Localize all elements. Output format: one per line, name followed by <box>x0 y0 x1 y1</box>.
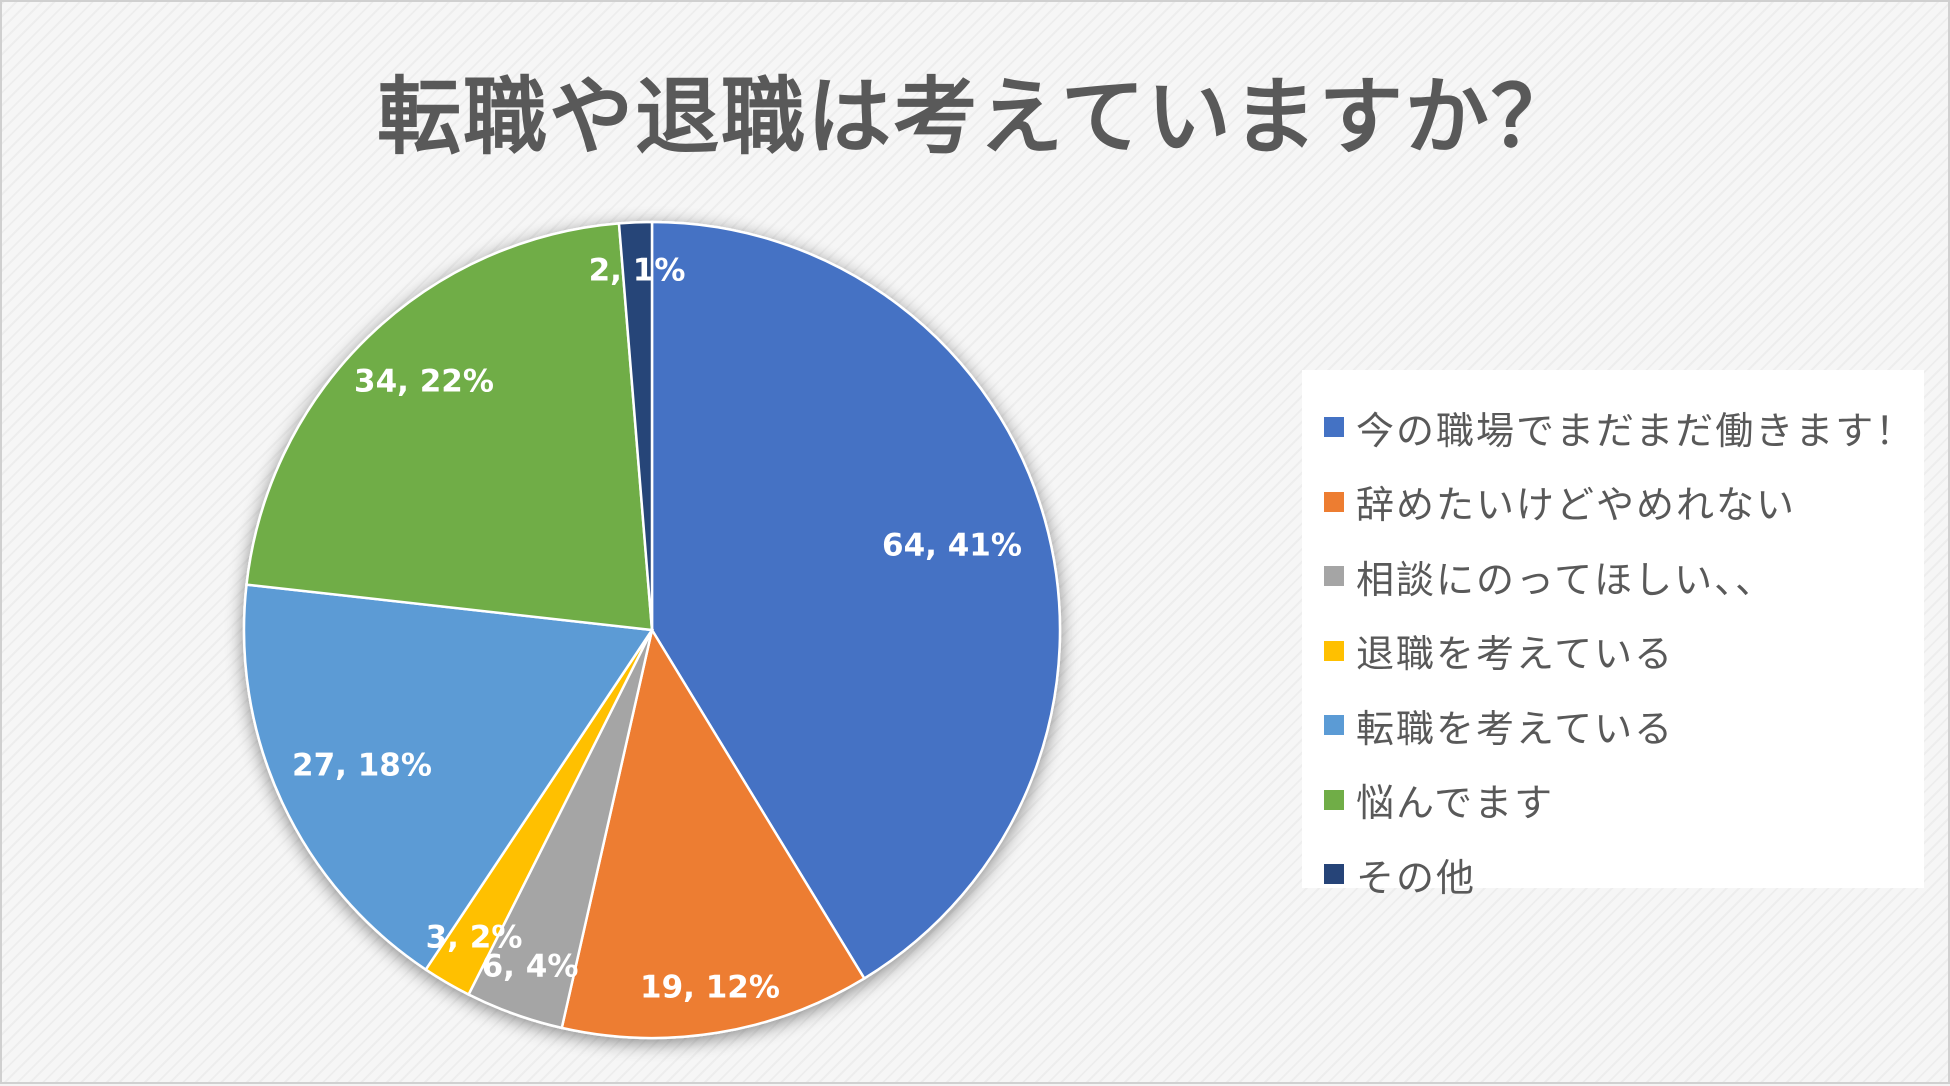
data-label: 19, 12% <box>640 970 780 1006</box>
legend-label: 相談にのってほしい、、 <box>1356 557 1776 602</box>
data-label: 34, 22% <box>354 364 494 400</box>
legend-item: 悩んでます <box>1324 763 1924 838</box>
data-label: 2, 1% <box>589 253 686 289</box>
legend-item: 今の職場でまだまだ働きます！ <box>1324 390 1924 465</box>
data-label: 3, 2% <box>426 920 523 956</box>
legend-swatch <box>1324 640 1344 661</box>
legend-swatch <box>1324 789 1344 810</box>
legend-label: 転職を考えている <box>1356 706 1675 751</box>
pie-slice <box>650 220 1062 981</box>
legend-item: その他 <box>1324 837 1924 912</box>
legend-item: 相談にのってほしい、、 <box>1324 539 1924 614</box>
legend-label: 悩んでます <box>1356 781 1555 826</box>
legend-swatch <box>1324 864 1344 885</box>
pie-slice <box>617 220 654 631</box>
legend-swatch <box>1324 715 1344 736</box>
legend-label: 今の職場でまだまだ働きます！ <box>1356 408 1916 453</box>
legend-swatch <box>1324 491 1344 512</box>
legend-label: 辞めたいけどやめれない <box>1356 483 1797 528</box>
legend-swatch <box>1324 566 1344 587</box>
data-label: 6, 4% <box>482 949 579 985</box>
data-label: 27, 18% <box>292 748 432 784</box>
pie-slice <box>242 583 655 972</box>
chart-title: 転職や退職は考えていますか？ <box>377 68 1577 166</box>
pie-slice <box>560 626 867 1040</box>
legend-label: 退職を考えている <box>1356 632 1675 677</box>
legend-label: その他 <box>1356 855 1477 900</box>
data-label: 64, 41% <box>882 528 1022 564</box>
legend: 今の職場でまだまだ働きます！ 辞めたいけどやめれない 相談にのってほしい、、 退職を考… <box>1302 370 1924 900</box>
legend-item: 辞めたいけどやめれない <box>1324 465 1924 540</box>
legend-item: 退職を考えている <box>1324 614 1924 689</box>
pie-slice <box>245 221 654 632</box>
legend-swatch <box>1324 417 1344 438</box>
legend-item: 転職を考えている <box>1324 688 1924 763</box>
